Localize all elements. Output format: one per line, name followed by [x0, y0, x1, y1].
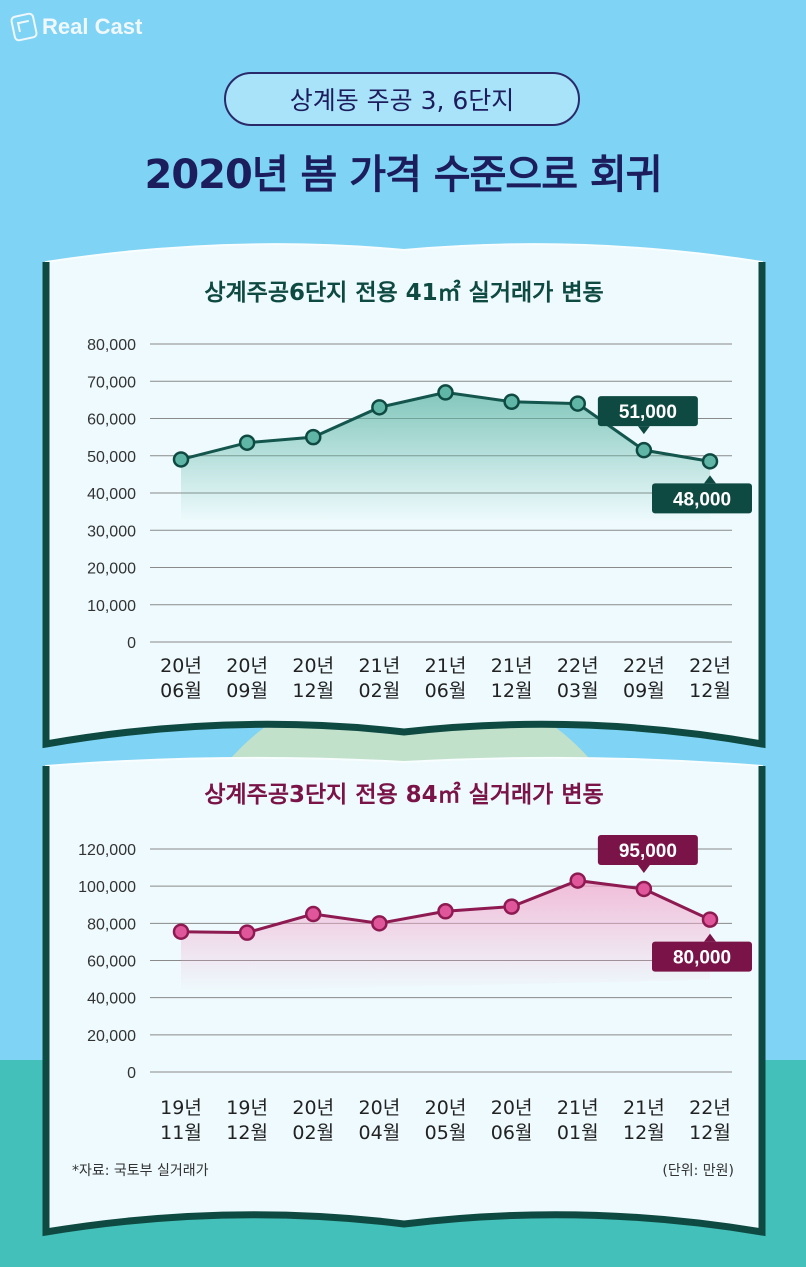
- page-title: 2020년 봄 가격 수준으로 회귀: [144, 152, 662, 198]
- chart-1-data-label: 51,000: [597, 396, 698, 435]
- chart-1-ytick-label: 50,000: [87, 449, 136, 466]
- chart-1-xtick-label: 20년 06월: [160, 655, 202, 702]
- chart-1-title: 상계주공6단지 전용 41㎡ 실거래가 변동: [204, 279, 603, 306]
- chart-1-xtick-label: 22년 03월: [557, 655, 599, 702]
- chart-1-xtick-label: 21년 06월: [425, 655, 467, 702]
- chart-2-point: [635, 880, 653, 898]
- logo-icon: [9, 11, 39, 43]
- chart-1-page-edge: [42, 262, 766, 749]
- chart-2-xtick-label: 20년 06월: [491, 1097, 533, 1144]
- chart-1-xtick-label: 21년 12월: [491, 655, 533, 702]
- chart-2-area: [181, 880, 710, 992]
- chart-1-point: [238, 434, 256, 451]
- chart-2-point: [305, 905, 322, 923]
- source-note: *자료: 국토부 실거래가: [72, 1163, 209, 1179]
- chart-2-point: [371, 915, 388, 932]
- chart-2-xtick-label: 21년 01월: [557, 1097, 599, 1144]
- chart-1-ytick-label: 10,000: [87, 598, 136, 615]
- chart-1-point: [635, 441, 653, 459]
- chart-2-point: [437, 903, 454, 920]
- chart-2-point: [238, 924, 256, 941]
- chart-1-area: [181, 392, 710, 522]
- subtitle-pill: 상계동 주공 3, 6단지: [224, 72, 580, 126]
- chart-2-data-label: 80,000: [652, 933, 752, 972]
- chart-2-ytick-label: 100,000: [78, 879, 136, 896]
- chart-2-xtick-label: 21년 12월: [623, 1097, 665, 1144]
- chart-1-point: [503, 393, 520, 410]
- chart-1-ytick-label: 60,000: [87, 412, 136, 429]
- chart-1-point: [172, 451, 190, 468]
- chart-2-title: 상계주공3단지 전용 84㎡ 실거래가 변동: [204, 781, 603, 808]
- chart-2-xtick-label: 19년 11월: [160, 1097, 202, 1144]
- chart-2-page-edge: [42, 766, 766, 1237]
- chart-2-ytick-label: 40,000: [87, 991, 136, 1008]
- chart-1-ytick-label: 0: [127, 635, 136, 652]
- chart-1-point: [305, 428, 322, 446]
- chart-2-point: [172, 923, 190, 940]
- chart-1-ytick-label: 40,000: [87, 486, 136, 503]
- chart-1-point: [569, 395, 586, 412]
- chart-1-xtick-label: 22년 12월: [689, 655, 731, 702]
- chart-1-ytick-label: 20,000: [87, 561, 136, 578]
- svg-text:48,000: 48,000: [673, 489, 731, 510]
- chart-2-ytick-label: 60,000: [87, 954, 136, 971]
- chart-1-svg: 상계주공6단지 전용 41㎡ 실거래가 변동 0 10,000 20,000 30,00…: [42, 243, 766, 749]
- chart-panel-1: 상계주공6단지 전용 41㎡ 실거래가 변동 0 10,000 20,000 30,00…: [38, 232, 770, 752]
- chart-2-point: [701, 911, 719, 928]
- chart-1-ytick-label: 30,000: [87, 523, 136, 540]
- chart-1-point: [437, 384, 454, 401]
- chart-2-ytick-label: 80,000: [87, 916, 136, 933]
- chart-panel-2: 상계주공3단지 전용 84㎡ 실거래가 변동 0 20,000 40,000 60,00…: [38, 752, 770, 1252]
- chart-2-xtick-label: 20년 04월: [359, 1097, 401, 1144]
- brand-logo: Real Cast: [9, 11, 143, 43]
- chart-2-xtick-label: 20년 05월: [425, 1097, 467, 1144]
- chart-1-ytick-label: 80,000: [87, 337, 136, 354]
- chart-2-data-label: 95,000: [597, 834, 698, 873]
- chart-2-ytick-label: 0: [127, 1065, 136, 1082]
- chart-2-ytick-label: 120,000: [78, 842, 136, 859]
- chart-1-point: [701, 453, 719, 470]
- unit-note: (단위: 만원): [662, 1163, 734, 1179]
- chart-1-xtick-label: 20년 12월: [292, 655, 334, 702]
- chart-2-point: [503, 898, 520, 915]
- chart-1-ytick-label: 70,000: [87, 374, 136, 391]
- chart-1-xtick-label: 22년 09월: [623, 655, 665, 702]
- chart-1-xtick-label: 20년 09월: [226, 655, 268, 702]
- chart-1-xtick-label: 21년 02월: [359, 655, 401, 702]
- chart-2-ytick-label: 20,000: [87, 1028, 136, 1045]
- chart-2-xtick-label: 20년 02월: [292, 1097, 334, 1144]
- chart-2-svg: 상계주공3단지 전용 84㎡ 실거래가 변동 0 20,000 40,000 60,00…: [42, 756, 766, 1237]
- chart-1-data-label: 48,000: [652, 475, 752, 514]
- logo-text: Real Cast: [42, 14, 143, 39]
- svg-text:80,000: 80,000: [673, 948, 731, 969]
- chart-1-point: [371, 399, 388, 416]
- chart-2-point: [569, 872, 586, 889]
- subtitle-text: 상계동 주공 3, 6단지: [289, 86, 515, 115]
- svg-text:95,000: 95,000: [619, 841, 677, 862]
- chart-2-xtick-label: 22년 12월: [689, 1097, 731, 1144]
- svg-text:51,000: 51,000: [619, 402, 677, 423]
- chart-2-xtick-label: 19년 12월: [226, 1097, 268, 1144]
